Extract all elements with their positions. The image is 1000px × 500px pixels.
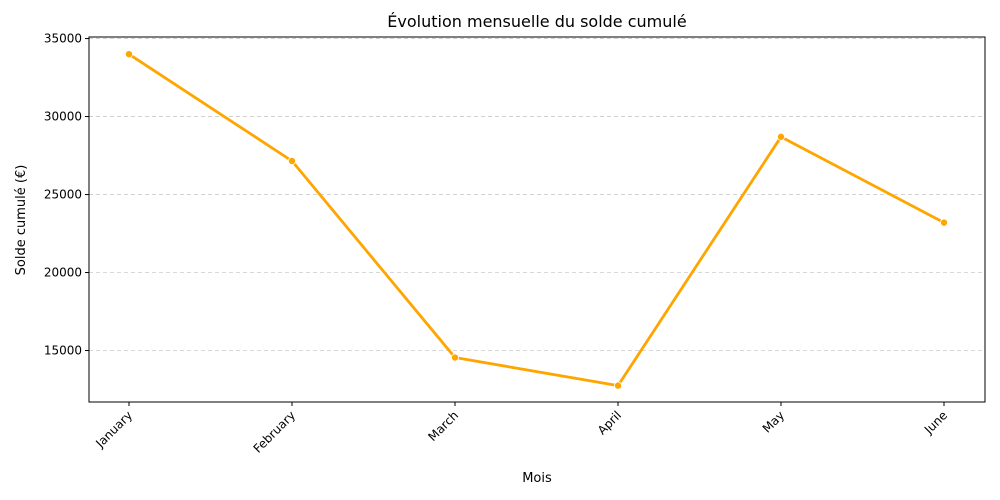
x-axis: January February March April May June — [92, 402, 950, 456]
x-tick-label: May — [760, 408, 787, 435]
series-line — [128, 52, 945, 388]
data-point — [940, 218, 949, 227]
chart-title: Évolution mensuelle du solde cumulé — [387, 12, 686, 31]
x-tick-label: January — [92, 408, 135, 451]
x-tick-label: February — [251, 408, 299, 456]
y-axis: 15000 20000 25000 30000 35000 — [44, 32, 89, 358]
y-axis-label: Solde cumulé (€) — [14, 165, 29, 276]
y-tick-label: 15000 — [44, 344, 82, 358]
plot-frame — [88, 36, 986, 403]
x-tick-label: April — [595, 408, 624, 437]
data-point — [777, 132, 786, 141]
y-tick-label: 35000 — [44, 32, 82, 46]
y-tick-label: 25000 — [44, 188, 82, 202]
series-layer — [125, 50, 949, 390]
x-axis-label: Mois — [522, 471, 552, 486]
x-tick-label: March — [425, 408, 461, 444]
data-point — [450, 353, 459, 362]
x-tick-label: June — [921, 408, 950, 437]
y-tick-label: 20000 — [44, 266, 82, 280]
grid-layer — [89, 38, 985, 351]
y-tick-label: 30000 — [44, 110, 82, 124]
data-point — [125, 50, 134, 59]
data-point — [614, 381, 623, 390]
data-point — [287, 157, 296, 166]
